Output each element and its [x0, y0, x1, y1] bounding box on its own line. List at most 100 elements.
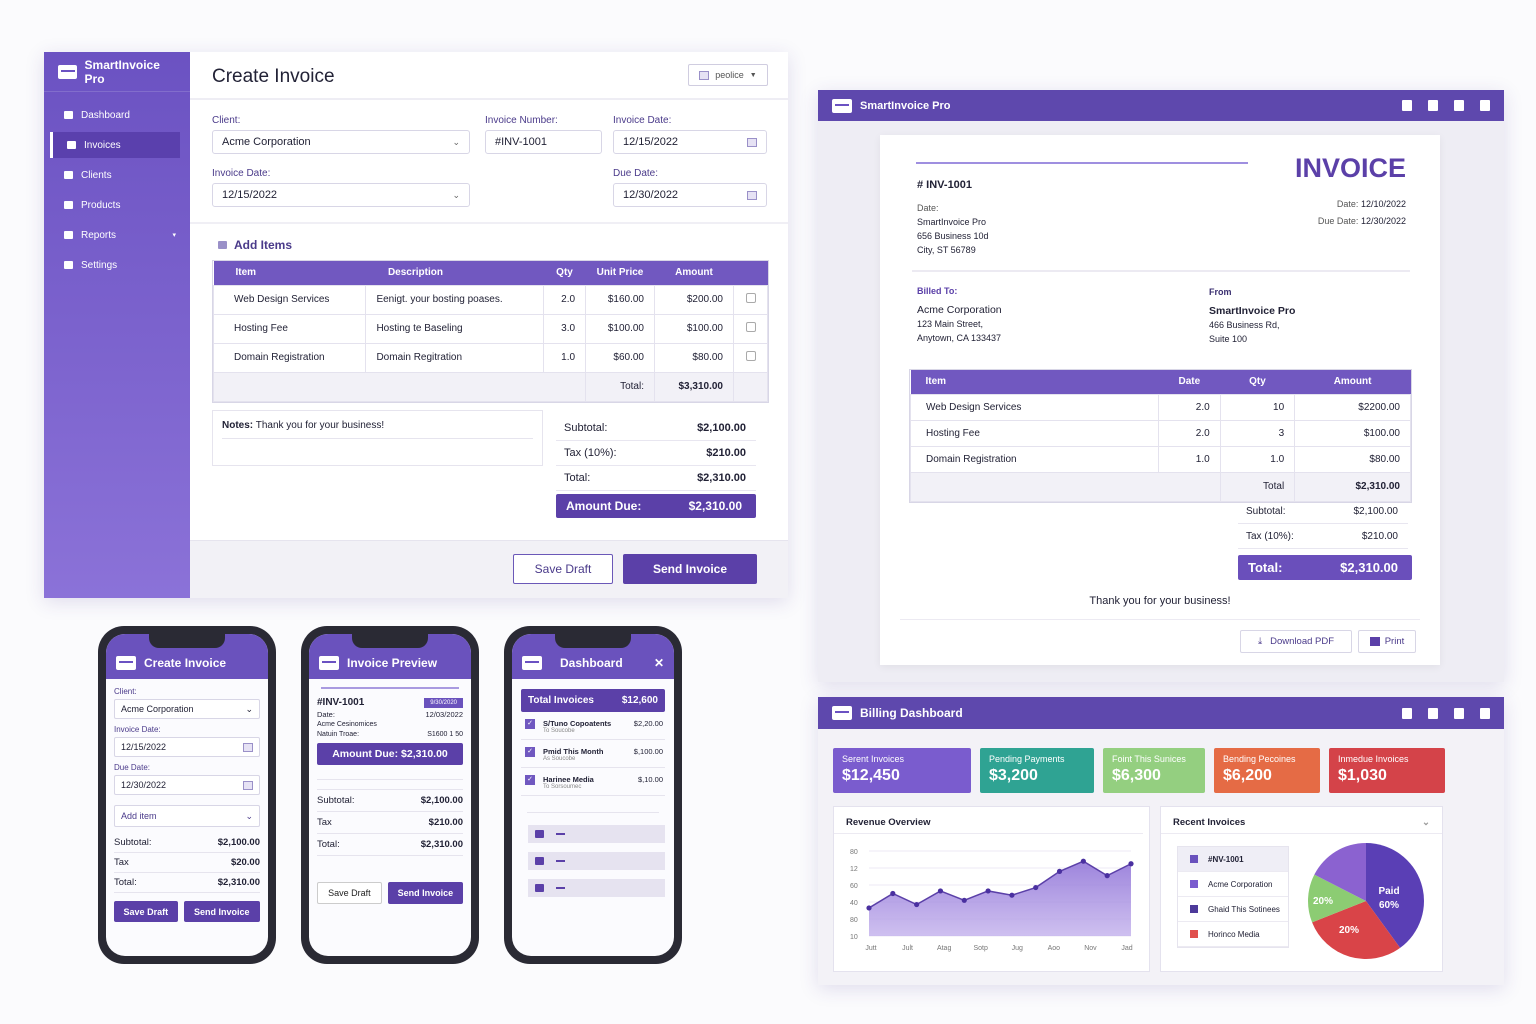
checkbox-checked-icon[interactable]: ✓ [525, 719, 535, 729]
dashboard-list-item[interactable]: ✓ S/Tuno Copoatents To Soucobe $2,20.00 [521, 712, 665, 740]
sidebar-item-products[interactable]: Products [44, 192, 190, 218]
calendar-icon[interactable] [747, 190, 757, 200]
due-date-input[interactable]: 12/30/2022 [613, 183, 767, 207]
send-invoice-button[interactable]: Send Invoice [387, 882, 463, 904]
kpi-card[interactable]: Foint This Sunices $6,300 [1103, 748, 1205, 793]
data-point[interactable] [961, 897, 967, 903]
table-cell[interactable]: $60.00 [585, 342, 655, 373]
row-checkbox[interactable] [745, 322, 756, 332]
table-cell[interactable]: Web Design Services [212, 284, 367, 315]
quick-action-row[interactable] [528, 852, 665, 870]
edit-icon[interactable] [1402, 707, 1412, 719]
pie-slice[interactable] [1366, 843, 1424, 948]
send-invoice-button[interactable]: Send Invoice [183, 901, 260, 922]
row-checkbox[interactable] [745, 293, 756, 303]
table-cell[interactable]: $160.00 [585, 284, 655, 315]
due-date-input[interactable]: 12/30/2022 [114, 775, 260, 795]
data-point[interactable] [1128, 861, 1134, 867]
sidebar-item-clients[interactable]: Clients [44, 162, 190, 188]
kpi-card[interactable]: Bending Pecoines $6,200 [1214, 748, 1320, 793]
invoice-date2-select[interactable]: 12/15/2022 ⌄ [212, 183, 470, 207]
table-cell[interactable]: $80.00 [653, 342, 735, 373]
sidebar-item-settings[interactable]: Settings [44, 252, 190, 278]
add-item-dropdown[interactable]: Add item ⌄ [114, 805, 260, 827]
quick-action-row[interactable] [528, 879, 665, 897]
data-point[interactable] [1104, 873, 1110, 879]
table-cell: 3 [1219, 419, 1296, 447]
table-row[interactable]: Hosting Fee Hosting te Baseling 3.0 $100.00… [212, 313, 768, 344]
client-select[interactable]: Acme Corporation ⌄ [212, 130, 470, 154]
document-icon[interactable] [1454, 707, 1464, 719]
chevron-down-icon[interactable]: ⌄ [1422, 817, 1430, 828]
calendar-icon[interactable] [747, 137, 757, 147]
logo-icon [58, 64, 77, 79]
kpi-card[interactable]: Pending Payments $3,200 [980, 748, 1094, 793]
send-invoice-button[interactable]: Send Invoice [623, 554, 757, 584]
pie-slice[interactable] [1312, 901, 1401, 959]
data-point[interactable] [1056, 868, 1063, 874]
data-point[interactable] [890, 890, 896, 897]
preview-dropdown[interactable]: peolice ▼ [688, 64, 768, 86]
sidebar-item-reports[interactable]: Reports ▾ [44, 222, 190, 248]
data-point[interactable] [985, 888, 991, 894]
save-draft-button[interactable]: Save Draft [317, 882, 382, 904]
data-point[interactable] [866, 905, 872, 911]
table-cell[interactable]: 2.0 [542, 284, 587, 315]
data-point[interactable] [1080, 858, 1086, 864]
edit-icon[interactable] [1402, 100, 1412, 111]
sidebar-item-label: Products [81, 199, 121, 211]
table-row[interactable]: Web Design Services Eenigt. your bosting … [212, 284, 768, 315]
row-checkbox[interactable] [745, 351, 756, 361]
kpi-card[interactable]: Inmedue Invoices $1,030 [1329, 748, 1445, 793]
recent-invoice-item[interactable]: Acme Corporation [1178, 872, 1288, 897]
data-point[interactable] [937, 888, 944, 894]
item-subtitle: To Sorsoumec [543, 784, 582, 790]
recent-invoice-item[interactable]: #NV-1001 [1178, 847, 1288, 872]
download-pdf-button[interactable]: ⤓ Download PDF [1240, 630, 1352, 653]
settings-icon[interactable] [1428, 100, 1438, 111]
x-tick-label: Sotp [974, 945, 989, 952]
table-cell[interactable]: $200.00 [653, 284, 735, 315]
checkbox-checked-icon[interactable]: ✓ [525, 775, 535, 785]
data-point[interactable] [1033, 884, 1039, 891]
invoice-date-input[interactable]: 12/15/2022 [114, 737, 260, 757]
quick-action-row[interactable] [528, 825, 665, 843]
pie-slice[interactable] [1314, 843, 1366, 901]
file-icon[interactable] [1480, 707, 1490, 719]
checkbox-checked-icon[interactable]: ✓ [525, 747, 535, 757]
table-cell[interactable]: Hosting Fee [212, 313, 367, 344]
invoice-date-input[interactable]: 12/15/2022 [613, 130, 767, 154]
dashboard-list-item[interactable]: ✓ Harinee Media To Sorsoumec $,10.00 [521, 768, 665, 796]
table-cell[interactable]: 3.0 [542, 313, 587, 344]
add-items-heading[interactable]: Add Items [218, 238, 292, 252]
table-cell[interactable]: Domain Registration [212, 342, 367, 373]
recent-invoice-item[interactable]: Horinco Media [1178, 922, 1288, 947]
file-icon[interactable] [1480, 100, 1490, 111]
table-row[interactable]: Domain Registration Domain Regitration 1.0… [212, 342, 768, 373]
dashboard-list-item[interactable]: ✓ Pmid This Month As Soucobe $,100.00 [521, 740, 665, 768]
sidebar-item-invoices[interactable]: Invoices [50, 132, 180, 158]
document-icon[interactable] [1454, 100, 1464, 111]
table-cell[interactable]: Eenigt. your bosting poases. [365, 284, 544, 315]
pie-slice[interactable] [1308, 874, 1366, 923]
kpi-card[interactable]: Serent Invoices $12,450 [833, 748, 971, 793]
table-cell: $80.00 [1294, 445, 1411, 473]
table-cell[interactable]: $100.00 [585, 313, 655, 344]
recent-invoice-item[interactable]: Ghaid This Sotinees [1178, 897, 1288, 922]
close-icon[interactable]: ✕ [653, 656, 664, 670]
table-cell[interactable]: Hosting te Baseling [365, 313, 544, 344]
invoice-number-input[interactable]: #INV-1001 [485, 130, 602, 154]
table-cell: 2.0 [1158, 393, 1221, 421]
table-cell[interactable]: $100.00 [653, 313, 735, 344]
data-point[interactable] [1009, 892, 1015, 898]
table-cell[interactable]: 1.0 [542, 342, 587, 373]
print-button[interactable]: Print [1358, 630, 1416, 653]
settings-icon[interactable] [1428, 707, 1438, 719]
data-point[interactable] [914, 901, 920, 908]
sidebar-item-dashboard[interactable]: Dashboard [44, 102, 190, 128]
notes-box[interactable]: Notes: Thank you for your business! [212, 410, 543, 466]
save-draft-button[interactable]: Save Draft [513, 554, 613, 584]
client-select[interactable]: Acme Corporation ⌄ [114, 699, 260, 719]
table-cell[interactable]: Domain Regitration [365, 342, 544, 373]
save-draft-button[interactable]: Save Draft [114, 901, 178, 922]
